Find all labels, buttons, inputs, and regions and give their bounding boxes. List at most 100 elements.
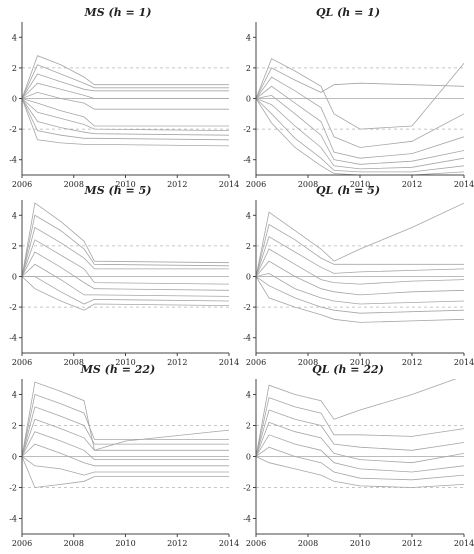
series-line — [22, 276, 229, 305]
x-tick-label: 2014 — [219, 180, 239, 189]
series-group — [256, 58, 464, 175]
y-tick-label: 0 — [12, 273, 17, 282]
panel-title: QL (h = 5) — [316, 184, 380, 197]
x-tick-label: 2008 — [64, 358, 84, 367]
y-tick-label: -2 — [9, 125, 17, 134]
series-line — [256, 58, 464, 130]
x-tick-label: 2012 — [167, 358, 187, 367]
x-tick-label: 2012 — [402, 180, 422, 189]
panel-ql_h5: QL (h = 5) -4 -2 0 2 4 2006 2008 2010 2012 2014 — [243, 184, 474, 367]
series-line — [256, 397, 464, 457]
y-tick-label: 0 — [246, 273, 251, 282]
panel-title: MS (h = 5) — [84, 184, 152, 197]
series-line — [256, 434, 464, 473]
series-line — [256, 76, 464, 148]
series-group — [256, 379, 464, 488]
series-line — [22, 98, 229, 136]
series-line — [256, 98, 464, 175]
x-tick-label: 2008 — [298, 539, 318, 548]
panel-ms_h5: MS (h = 5) -4 -2 0 2 4 2006 2008 2010 2012 2014 — [9, 184, 239, 367]
x-tick-label: 2012 — [167, 539, 187, 548]
x-tick-label: 2014 — [454, 180, 474, 189]
series-line — [22, 456, 229, 476]
y-tick-label: 2 — [12, 242, 17, 251]
y-tick-label: -2 — [9, 484, 17, 493]
y-tick-label: -2 — [243, 125, 251, 134]
x-tick-label: 2008 — [298, 358, 318, 367]
x-tick-label: 2010 — [350, 358, 370, 367]
series-line — [256, 236, 464, 277]
x-tick-label: 2006 — [246, 539, 266, 548]
series-line — [22, 263, 229, 297]
series-line — [22, 98, 229, 141]
y-tick-label: -2 — [243, 484, 251, 493]
series-line — [256, 276, 464, 323]
series-line — [22, 406, 229, 457]
x-tick-label: 2006 — [12, 358, 32, 367]
series-line — [22, 456, 229, 488]
y-tick-label: 4 — [246, 211, 251, 220]
panel-ql_h1: QL (h = 1) -4 -2 0 2 4 2006 2008 2010 2012 2014 — [243, 6, 474, 189]
series-line — [22, 214, 229, 277]
x-tick-label: 2012 — [402, 358, 422, 367]
series-line — [256, 67, 464, 99]
x-tick-label: 2010 — [350, 539, 370, 548]
series-line — [256, 272, 464, 305]
panel-title: QL (h = 1) — [316, 6, 380, 19]
y-tick-label: -4 — [243, 156, 251, 165]
x-tick-label: 2008 — [298, 180, 318, 189]
y-tick-label: 2 — [246, 64, 251, 73]
y-tick-label: 0 — [12, 95, 17, 104]
series-line — [22, 98, 229, 127]
series-line — [22, 91, 229, 110]
x-tick-label: 2014 — [454, 539, 474, 548]
y-tick-label: 4 — [12, 33, 17, 42]
x-tick-label: 2010 — [115, 539, 135, 548]
series-line — [22, 64, 229, 99]
x-tick-label: 2008 — [64, 180, 84, 189]
y-tick-label: 4 — [246, 391, 251, 400]
series-line — [256, 260, 464, 296]
series-line — [22, 418, 229, 457]
series-line — [256, 248, 464, 285]
x-tick-label: 2012 — [402, 539, 422, 548]
series-line — [256, 446, 464, 481]
series-group — [22, 381, 229, 488]
y-tick-label: 0 — [246, 95, 251, 104]
y-tick-label: -4 — [243, 334, 251, 343]
series-line — [256, 98, 464, 170]
panel-ql_h22: QL (h = 22) -4 -2 0 2 4 2006 2008 2010 2012 2014 — [243, 363, 474, 548]
panel-ms_h22: MS (h = 22) -4 -2 0 2 4 2006 2008 2010 2012 2014 — [9, 363, 239, 548]
series-line — [22, 98, 229, 131]
series-line — [22, 251, 229, 291]
x-tick-label: 2010 — [115, 358, 135, 367]
x-tick-label: 2006 — [12, 539, 32, 548]
series-line — [22, 239, 229, 285]
x-tick-label: 2012 — [167, 180, 187, 189]
series-line — [256, 409, 464, 457]
series-group — [256, 202, 464, 323]
y-tick-label: 2 — [12, 64, 17, 73]
x-tick-label: 2010 — [115, 180, 135, 189]
series-line — [22, 226, 229, 277]
series-line — [256, 276, 464, 314]
series-line — [22, 202, 229, 277]
series-line — [22, 393, 229, 457]
x-tick-label: 2006 — [246, 358, 266, 367]
series-line — [22, 381, 229, 457]
y-tick-label: -4 — [243, 515, 251, 524]
y-tick-label: -2 — [9, 303, 17, 312]
y-tick-label: 4 — [12, 211, 17, 220]
panel-title: MS (h = 1) — [84, 6, 152, 19]
series-line — [256, 202, 464, 277]
y-tick-label: 2 — [246, 242, 251, 251]
y-tick-label: -2 — [243, 303, 251, 312]
x-tick-label: 2008 — [64, 539, 84, 548]
y-tick-label: -4 — [9, 515, 17, 524]
y-tick-label: 0 — [12, 453, 17, 462]
series-group — [22, 55, 229, 147]
panel-ms_h1: MS (h = 1) -4 -2 0 2 4 2006 2008 2010 2012 2014 — [9, 6, 239, 189]
y-tick-label: -4 — [9, 156, 17, 165]
